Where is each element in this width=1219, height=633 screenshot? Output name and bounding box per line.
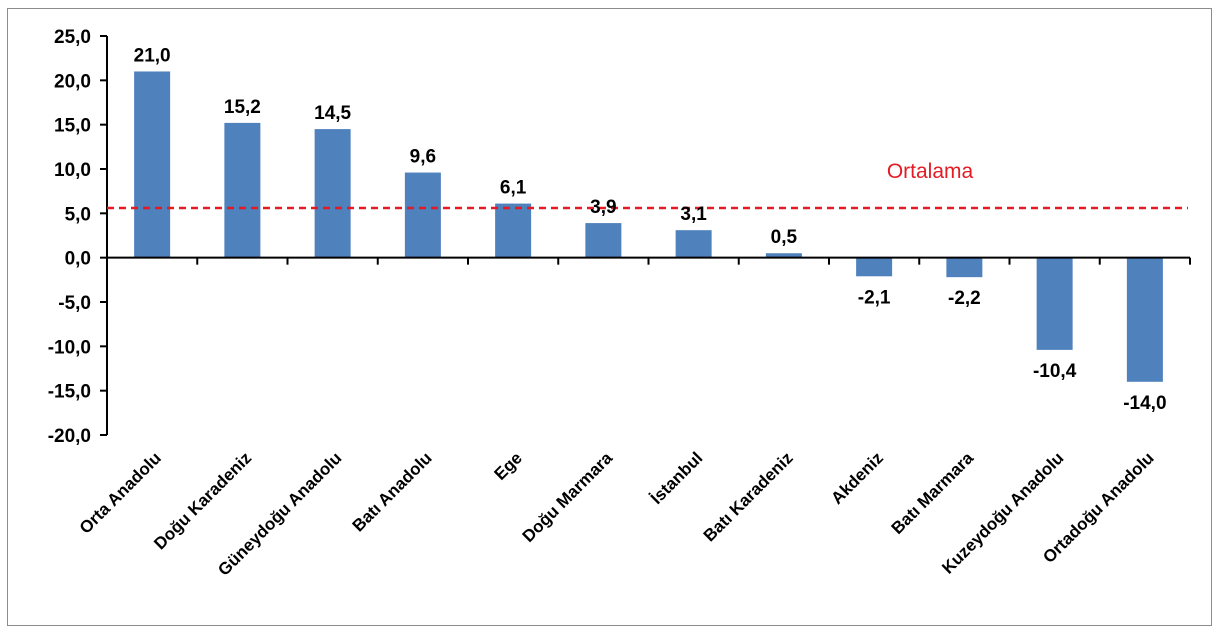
bar [495, 203, 532, 258]
data-label: -2,1 [858, 287, 891, 308]
bar [1126, 257, 1163, 382]
bar [1036, 257, 1073, 350]
y-tick-label: 10,0 [54, 160, 91, 181]
data-label: 0,5 [771, 227, 798, 248]
data-label: 3,9 [590, 197, 616, 218]
category-label: Batı Anadolu [349, 448, 436, 535]
chart-frame [7, 8, 1212, 626]
y-tick-label: -20,0 [48, 426, 91, 447]
average-label: Ortalama [887, 160, 974, 183]
bar [585, 223, 622, 258]
category-label: Doğu Karadeniz [150, 448, 255, 553]
data-label: 14,5 [314, 103, 351, 124]
category-label: Doğu Marmara [519, 448, 617, 546]
y-tick-label: -15,0 [48, 382, 91, 403]
bar [224, 122, 261, 258]
bar [314, 129, 351, 258]
category-label: Orta Anadolu [76, 448, 165, 537]
data-label: 9,6 [410, 147, 436, 168]
data-label: -14,0 [1123, 393, 1166, 414]
y-tick-label: 5,0 [65, 204, 91, 225]
bar [946, 257, 983, 278]
data-label: -2,2 [948, 288, 981, 309]
category-label: Batı Marmara [888, 448, 978, 538]
bar [404, 172, 441, 258]
y-tick-label: -5,0 [58, 293, 91, 314]
category-label: Ege [490, 448, 525, 483]
bar [675, 230, 712, 258]
data-label: -10,4 [1033, 361, 1077, 382]
bar [134, 71, 171, 258]
data-label: 15,2 [224, 97, 261, 118]
y-tick-label: 20,0 [54, 71, 91, 92]
y-tick-label: 0,0 [65, 249, 91, 270]
bar [856, 257, 893, 277]
y-tick-label: -10,0 [48, 337, 91, 358]
category-label: İstanbul [647, 448, 707, 508]
category-label: Batı Karadeniz [700, 448, 797, 545]
data-label: 3,1 [680, 204, 707, 225]
data-label: 6,1 [500, 178, 527, 199]
bar [765, 253, 802, 258]
y-tick-label: 15,0 [54, 116, 91, 137]
category-label: Akdeniz [827, 448, 887, 508]
y-tick-label: 25,0 [54, 27, 91, 48]
data-label: 21,0 [134, 45, 171, 66]
